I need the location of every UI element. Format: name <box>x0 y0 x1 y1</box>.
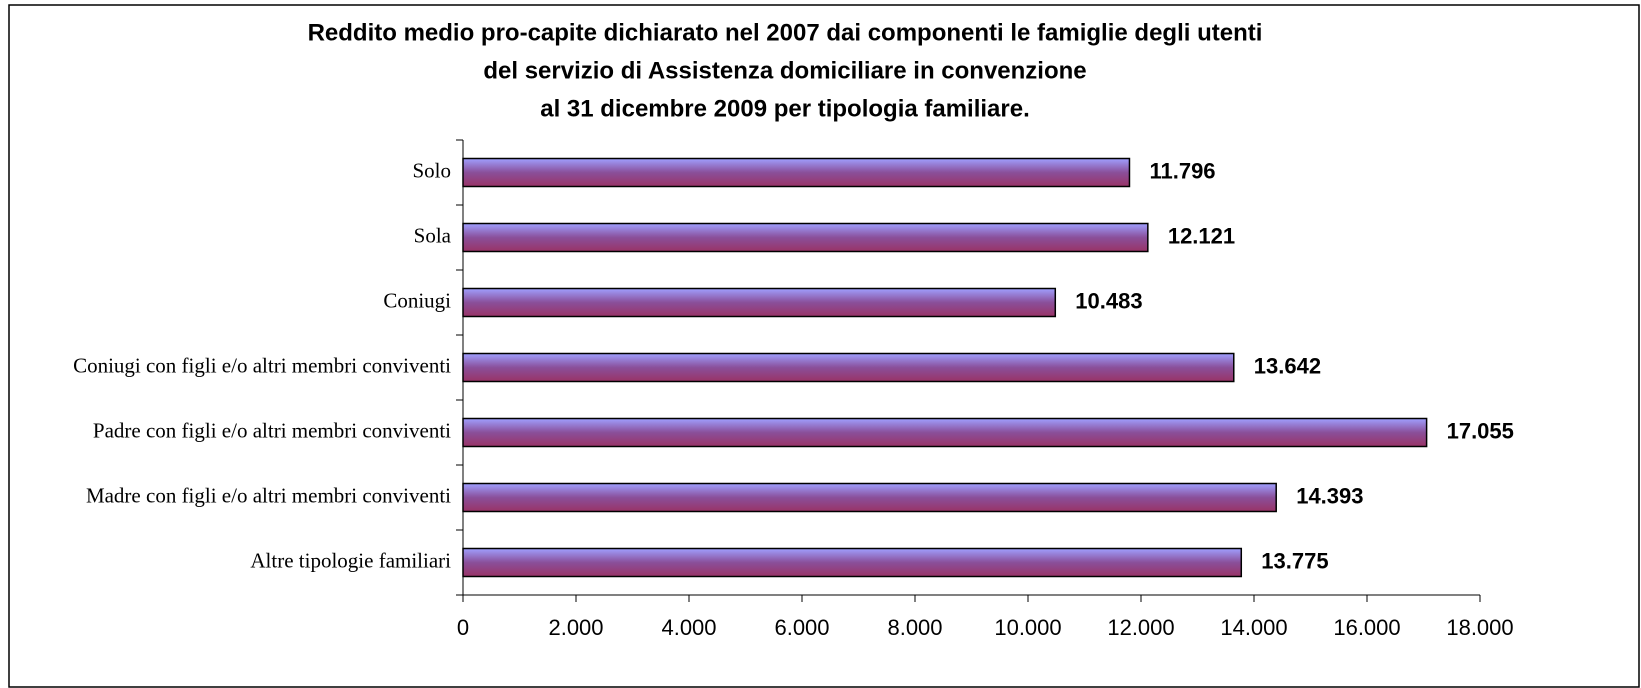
chart-title: Reddito medio pro-capite dichiarato nel … <box>308 19 1263 46</box>
y-tick-label: Coniugi con figli e/o altri membri convi… <box>73 353 451 377</box>
bar <box>462 417 1428 448</box>
y-tick-label: Sola <box>414 223 452 247</box>
x-tick-label: 8.000 <box>887 615 942 640</box>
bar <box>462 482 1277 513</box>
value-label: 13.775 <box>1261 548 1328 573</box>
chart-title: del servizio di Assistenza domiciliare i… <box>483 57 1086 84</box>
y-tick-label: Altre tipologie familiari <box>250 548 451 572</box>
x-tick-label: 16.000 <box>1333 615 1400 640</box>
bar <box>462 157 1131 188</box>
chart-title: al 31 dicembre 2009 per tipologia famili… <box>540 95 1030 122</box>
value-label: 10.483 <box>1075 288 1142 313</box>
y-tick-label: Padre con figli e/o altri membri convive… <box>93 418 451 442</box>
value-label: 17.055 <box>1447 418 1514 443</box>
bar <box>462 547 1243 578</box>
value-label: 12.121 <box>1168 223 1235 248</box>
y-tick-label: Solo <box>412 158 451 182</box>
x-tick-label: 10.000 <box>994 615 1061 640</box>
x-tick-label: 18.000 <box>1446 615 1513 640</box>
value-label: 14.393 <box>1296 483 1363 508</box>
x-tick-label: 14.000 <box>1220 615 1287 640</box>
value-label: 11.796 <box>1149 158 1215 183</box>
y-tick-label: Madre con figli e/o altri membri convive… <box>86 483 451 507</box>
x-tick-label: 2.000 <box>548 615 603 640</box>
bar <box>462 222 1149 253</box>
value-label: 13.642 <box>1254 353 1321 378</box>
bar <box>462 287 1057 318</box>
bar <box>462 352 1235 383</box>
x-tick-label: 6.000 <box>774 615 829 640</box>
x-tick-label: 12.000 <box>1107 615 1174 640</box>
x-tick-label: 0 <box>457 615 469 640</box>
x-tick-label: 4.000 <box>661 615 716 640</box>
y-tick-label: Coniugi <box>383 288 451 312</box>
